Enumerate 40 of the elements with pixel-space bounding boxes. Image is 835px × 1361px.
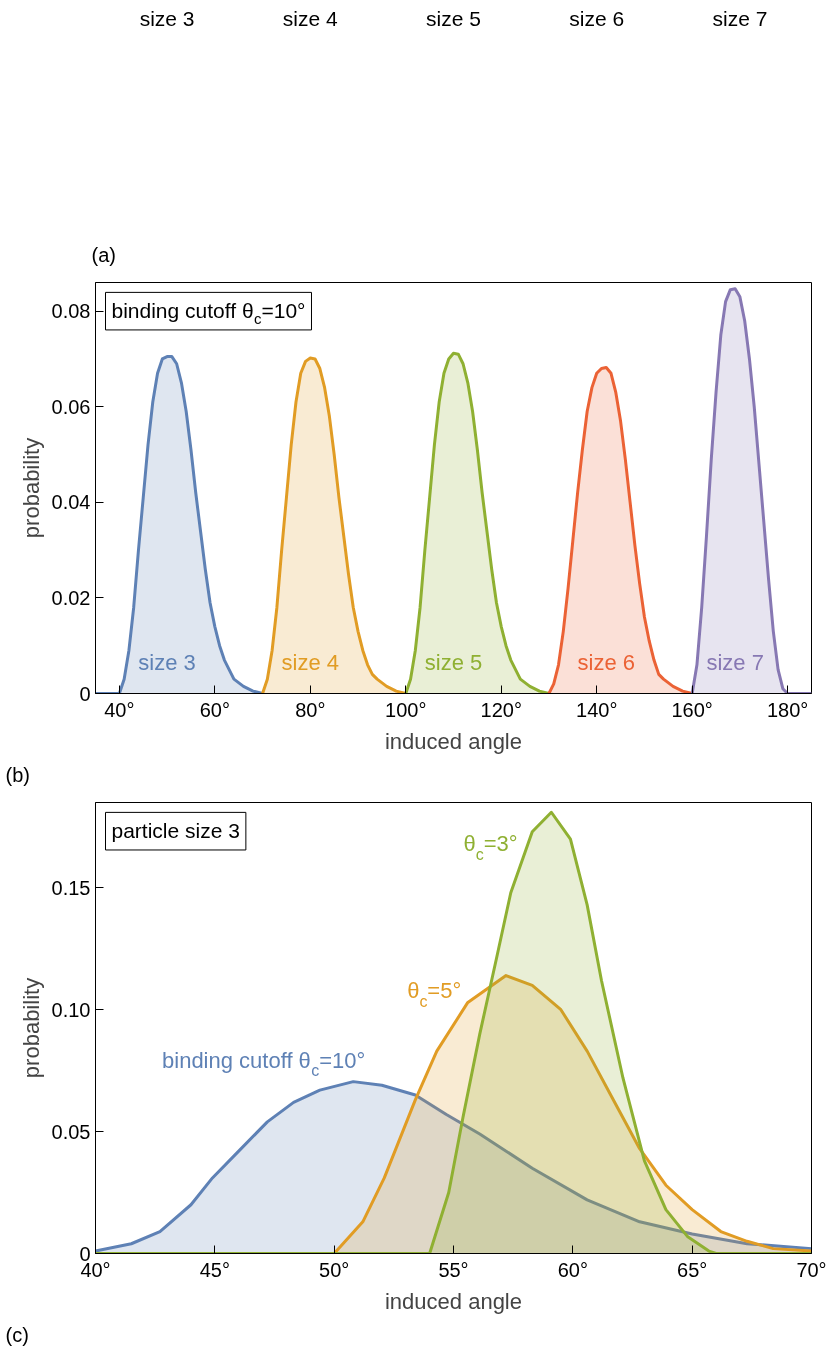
- x-tick-label: 180°: [766, 698, 809, 721]
- x-axis-title: induced angle: [385, 728, 523, 754]
- x-tick-label: 160°: [671, 698, 713, 721]
- x-tick-label: 45°: [199, 1258, 230, 1281]
- series-label: size 7: [706, 650, 764, 676]
- text: (c): [5, 1323, 29, 1346]
- y-tick-label: 0.04: [51, 491, 91, 514]
- text: size 7: [712, 6, 768, 30]
- y-tick-label: 0.05: [51, 1120, 91, 1143]
- y-tick-label: 0.06: [51, 395, 91, 418]
- x-tick-label: 60°: [199, 698, 230, 721]
- series-label: size 4: [281, 650, 340, 676]
- series-label: size 6: [577, 650, 635, 676]
- y-tick-label: 0: [79, 682, 91, 705]
- x-tick-label: 65°: [677, 1258, 708, 1281]
- annotation: particle size 3: [111, 818, 240, 842]
- x-axis-title: induced angle: [385, 1288, 523, 1314]
- series-label: size 3: [138, 650, 196, 676]
- x-tick-label: 55°: [438, 1258, 469, 1281]
- x-tick-label: 80°: [295, 698, 326, 721]
- series-label: size 5: [424, 650, 483, 676]
- text: (b): [5, 763, 30, 786]
- text: size 3: [139, 6, 195, 30]
- x-tick-label: 60°: [557, 1258, 588, 1281]
- x-tick-label: 40°: [104, 698, 135, 721]
- text: (a): [91, 243, 116, 266]
- y-tick-label: 0.10: [51, 998, 91, 1021]
- y-tick-label: 0.08: [51, 300, 91, 323]
- text: size 4: [282, 6, 339, 30]
- text: size 5: [426, 6, 481, 30]
- y-axis-title: probability: [18, 437, 44, 539]
- x-tick-label: 100°: [385, 698, 427, 721]
- x-tick-label: 120°: [480, 698, 522, 721]
- x-tick-label: 50°: [319, 1258, 350, 1281]
- text: size 6: [569, 6, 625, 30]
- y-tick-label: 0.15: [51, 876, 91, 899]
- y-tick-label: 0.02: [51, 586, 91, 609]
- y-axis-title: probability: [18, 977, 44, 1079]
- x-tick-label: 140°: [576, 698, 618, 721]
- x-tick-label: 70°: [796, 1258, 827, 1281]
